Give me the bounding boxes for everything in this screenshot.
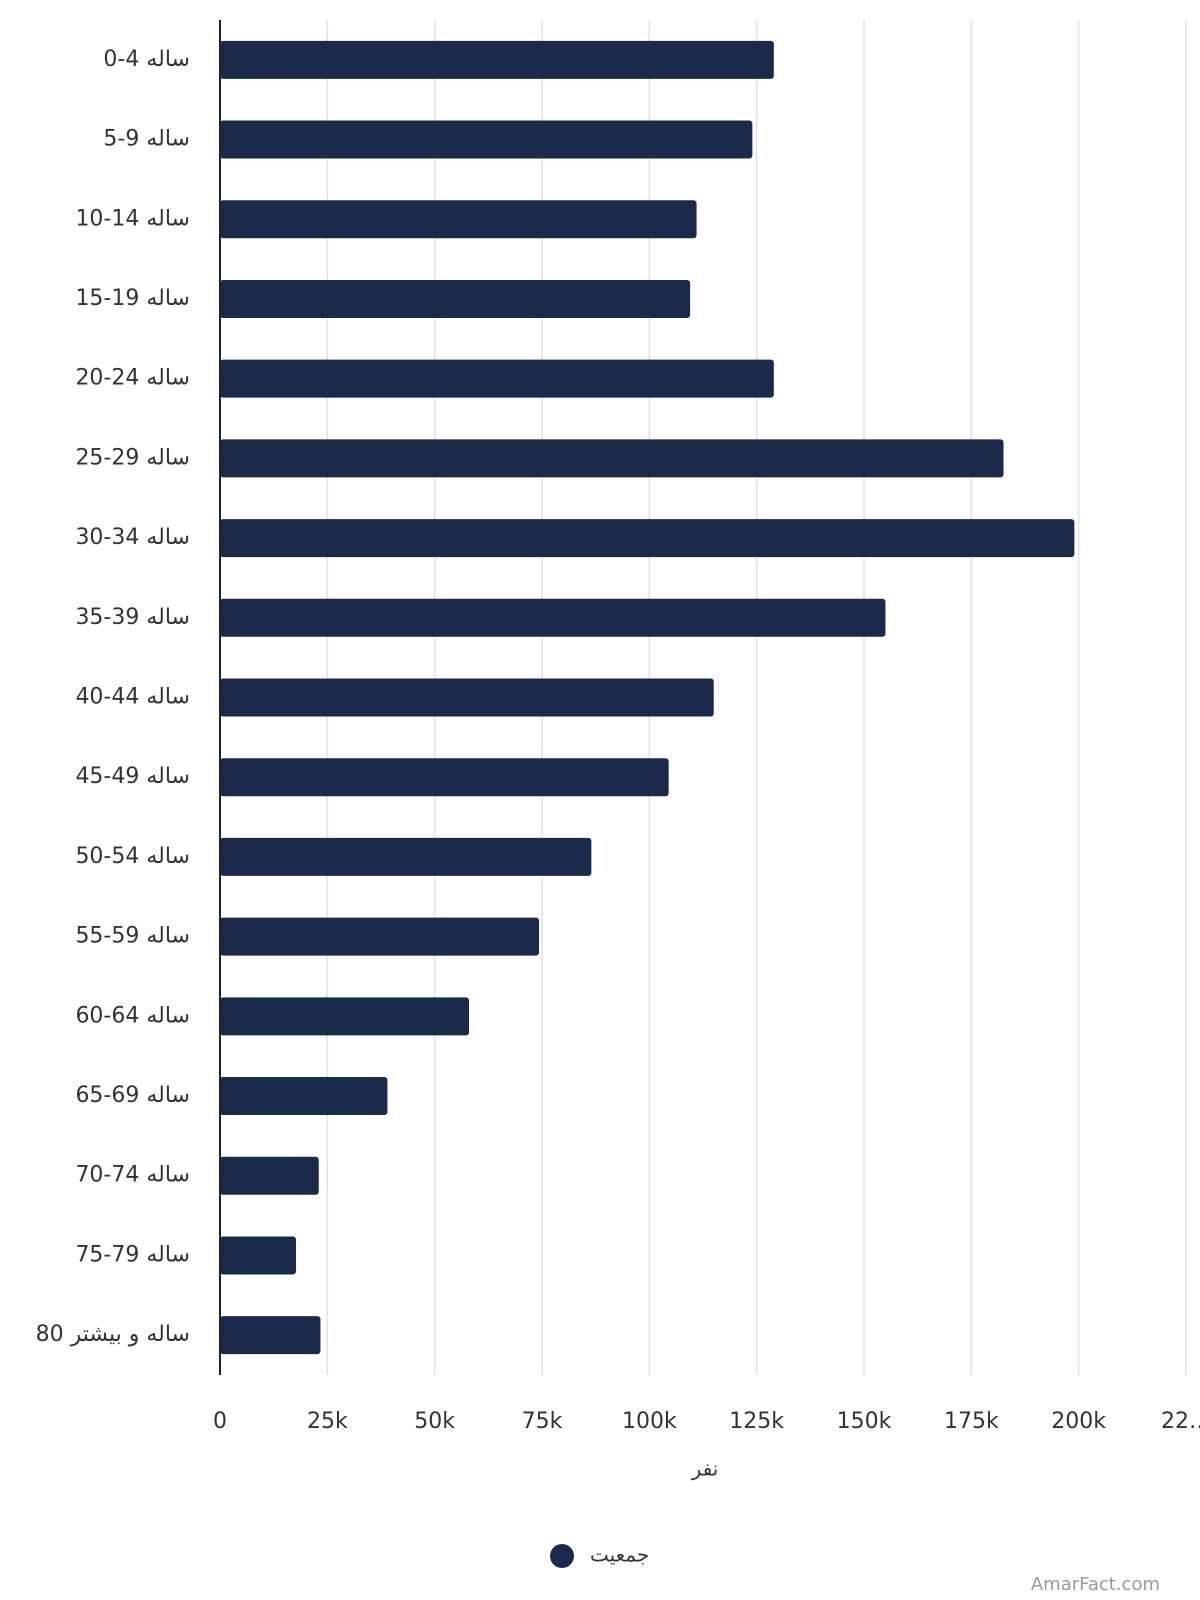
x-tick-label: 100k — [622, 1409, 677, 1434]
bar — [220, 439, 1004, 478]
y-tick-label: 55-59 ساله — [75, 924, 190, 949]
bar — [220, 40, 774, 79]
bar — [220, 758, 669, 797]
x-tick-label: 0 — [213, 1409, 227, 1434]
y-tick-label: 20-24 ساله — [75, 366, 190, 391]
x-tick-label: 200k — [1051, 1409, 1106, 1434]
bar — [220, 598, 886, 637]
x-tick-label: 175k — [944, 1409, 999, 1434]
y-tick-label: 25-29 ساله — [75, 445, 190, 470]
bar — [220, 1236, 296, 1275]
y-tick-label: 10-14 ساله — [75, 206, 190, 231]
x-tick-label: 50k — [414, 1409, 455, 1434]
y-tick-label: 0-4 ساله — [103, 47, 190, 72]
bar — [220, 359, 774, 398]
y-tick-label: 70-74 ساله — [75, 1163, 190, 1188]
bar — [220, 997, 470, 1036]
y-tick-label: 30-34 ساله — [75, 525, 190, 550]
y-tick-label: 50-54 ساله — [75, 844, 190, 869]
y-tick-label: 75-79 ساله — [75, 1242, 190, 1267]
y-tick-label: 45-49 ساله — [75, 764, 190, 789]
y-tick-label: 60-64 ساله — [75, 1003, 190, 1028]
bar — [220, 1156, 319, 1195]
x-tick-label: 125k — [729, 1409, 784, 1434]
y-tick-label: 40-44 ساله — [75, 685, 190, 710]
legend-marker — [550, 1544, 574, 1568]
bar — [220, 200, 697, 239]
y-tick-label: 65-69 ساله — [75, 1083, 190, 1108]
y-tick-label: 35-39 ساله — [75, 605, 190, 630]
y-tick-label: 15-19 ساله — [75, 286, 190, 311]
x-tick-label: 150k — [837, 1409, 892, 1434]
y-tick-label: 5-9 ساله — [103, 127, 190, 152]
bar — [220, 1316, 321, 1355]
bar — [220, 678, 714, 717]
x-tick-label: 75k — [522, 1409, 563, 1434]
bar — [220, 519, 1075, 558]
watermark: AmarFact.com — [1031, 1574, 1160, 1595]
bar — [220, 279, 691, 318]
x-axis-label: نفر — [691, 1457, 719, 1481]
bar — [220, 120, 753, 159]
y-tick-label: 80 ساله و بیشتر — [36, 1322, 190, 1347]
x-tick-label: 25k — [307, 1409, 348, 1434]
bar — [220, 917, 539, 956]
bar — [220, 1077, 388, 1116]
legend-label: جمعیت — [590, 1543, 649, 1567]
x-tick-label: 22… — [1161, 1409, 1200, 1434]
bar — [220, 837, 592, 876]
